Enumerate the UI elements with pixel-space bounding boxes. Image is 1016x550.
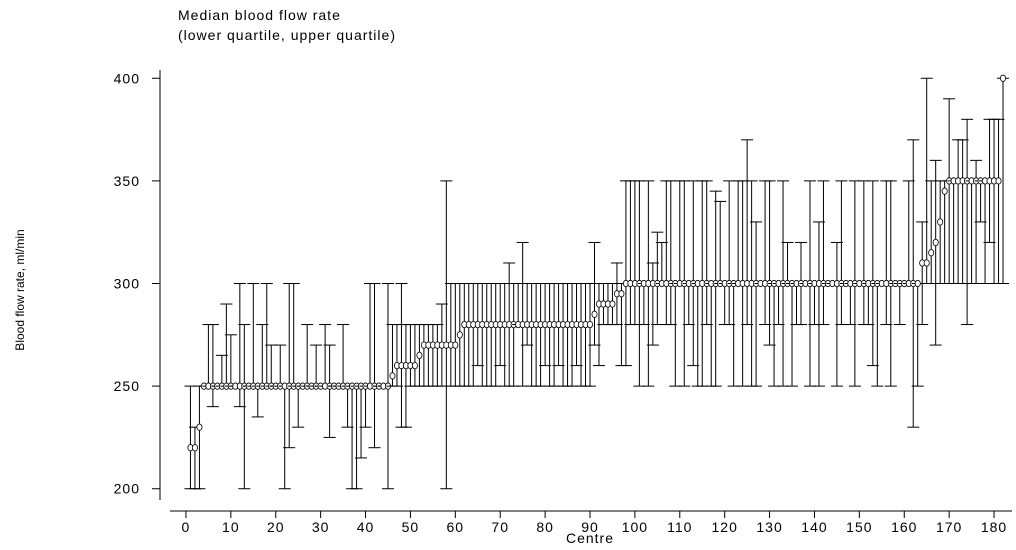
chart-subtitle: (lower quartile, upper quartile) [178,27,396,43]
median-point [587,320,594,329]
y-tick-label: 300 [114,276,140,292]
x-tick-label: 150 [846,519,872,535]
x-axis-label: Centre [566,530,614,546]
median-point [914,279,921,288]
y-tick-label: 200 [114,481,140,497]
median-point [995,177,1002,185]
median-point [456,331,463,339]
x-tick-label: 50 [402,519,420,535]
x-tick-label: 180 [981,519,1007,535]
y-tick-label: 400 [114,70,140,86]
x-tick-label: 140 [801,519,827,535]
median-point [923,259,930,267]
median-point [416,351,423,359]
x-tick-label: 30 [312,519,330,535]
median-point [928,249,935,257]
chart-title: Median blood flow rate [178,7,341,23]
x-tick-label: 70 [491,519,509,535]
x-tick-label: 0 [182,519,191,535]
y-tick-label: 350 [114,173,140,189]
x-tick-label: 90 [581,519,599,535]
median-point [937,218,944,226]
median-point [609,300,616,308]
x-tick-label: 120 [712,519,738,535]
x-tick-label: 170 [936,519,962,535]
x-tick-label: 100 [622,519,648,535]
median-point [932,238,939,247]
median-point [618,290,625,298]
x-tick-label: 110 [667,519,692,535]
y-axis-label: Blood flow rate, ml/min [13,229,27,350]
median-point [196,423,203,431]
y-tick-label: 250 [114,378,140,394]
median-point [591,310,598,318]
median-point [411,361,418,370]
x-tick-label: 40 [357,519,375,535]
x-tick-label: 10 [222,519,240,535]
median-point [389,372,396,380]
median-point [941,187,948,195]
x-tick-label: 80 [536,519,554,535]
median-point [191,444,198,452]
x-tick-label: 60 [447,519,465,535]
x-tick-label: 20 [267,519,285,535]
x-tick-label: 130 [756,519,782,535]
median-point [1000,74,1007,82]
x-tick-label: 160 [891,519,917,535]
median-point [452,341,459,349]
